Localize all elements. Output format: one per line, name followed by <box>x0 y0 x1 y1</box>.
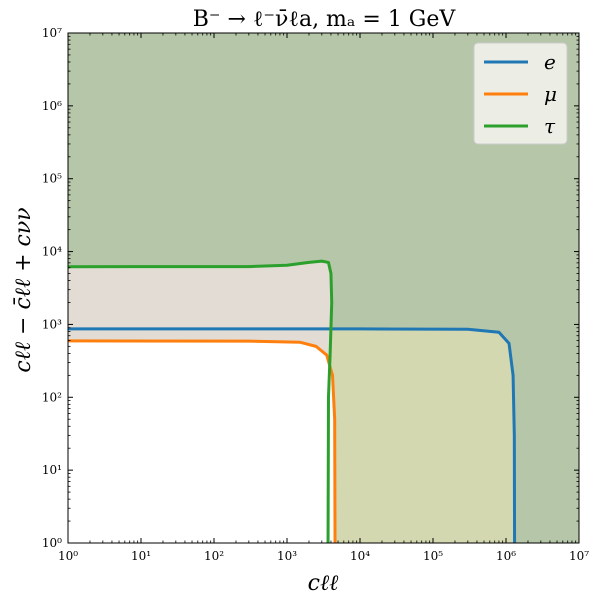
x-tick-label: 10⁰ <box>58 549 78 563</box>
y-tick-label: 10³ <box>42 317 62 331</box>
y-tick-label: 10⁷ <box>42 26 62 40</box>
y-axis: 10⁰ 10¹ 10² 10³ 10⁴ 10⁵ 10⁶ 10⁷ <box>42 26 579 550</box>
y-tick-label: 10¹ <box>42 463 62 477</box>
legend-label-1: μ <box>544 82 557 106</box>
y-tick-label: 10² <box>42 390 62 404</box>
x-tick-label: 10⁷ <box>569 549 589 563</box>
region-fill-1 <box>68 340 336 543</box>
y-tick-label: 10⁶ <box>42 99 62 113</box>
x-axis: 10⁰ 10¹ 10² 10³ 10⁴ 10⁵ 10⁶ 10⁷ <box>58 33 589 563</box>
legend-label-0: e <box>544 50 556 74</box>
x-tick-label: 10⁴ <box>350 549 370 563</box>
y-axis-label: cℓℓ − c̄ℓℓ + cνν <box>11 207 36 372</box>
series-line-2 <box>67 259 334 544</box>
series-line-1 <box>67 339 337 544</box>
legend: eμτ <box>473 42 568 145</box>
y-tick-label: 10⁵ <box>42 172 62 186</box>
x-tick-label: 10¹ <box>131 549 151 563</box>
chart-title: B⁻ → ℓ⁻ν̄ℓa, mₐ = 1 GeV <box>193 7 457 32</box>
x-tick-label: 10⁶ <box>496 549 516 563</box>
legend-label-2: τ <box>544 114 556 138</box>
plot-frame <box>67 32 580 544</box>
y-tick-label: 10⁴ <box>42 245 62 259</box>
x-tick-label: 10⁵ <box>423 549 443 563</box>
series-line-0 <box>67 327 517 544</box>
y-tick-label: 10⁰ <box>42 536 62 550</box>
x-axis-label: cℓℓ <box>308 571 339 596</box>
x-tick-label: 10² <box>204 549 224 563</box>
x-tick-label: 10³ <box>277 549 297 563</box>
